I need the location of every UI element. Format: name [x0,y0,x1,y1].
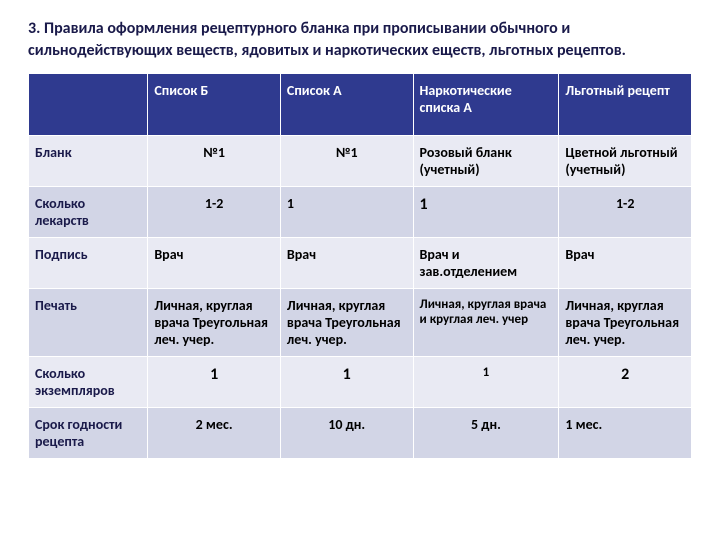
cell: №1 [148,136,281,187]
cell: Розовый бланк (учетный) [413,136,559,187]
cell: Цветной льготный (учетный) [559,136,692,187]
row-label: Подпись [29,238,148,289]
cell: 1-2 [148,187,281,238]
table-row: Подпись Врач Врач Врач и зав.отделением … [29,238,692,289]
table-row: Срок годности рецепта 2 мес. 10 дн. 5 дн… [29,408,692,459]
cell: Личная, круглая врача Треугольная леч. у… [148,289,281,357]
cell: 1 [280,187,413,238]
cell: №1 [280,136,413,187]
header-preferential: Льготный рецепт [559,74,692,136]
cell: Личная, круглая врача и круглая леч. уче… [413,289,559,357]
cell: 10 дн. [280,408,413,459]
cell: 1 [148,357,281,408]
cell: Врач [559,238,692,289]
table-row: Печать Личная, круглая врача Треугольная… [29,289,692,357]
row-label: Печать [29,289,148,357]
cell: 1 [413,187,559,238]
cell: 5 дн. [413,408,559,459]
cell: Врач [148,238,281,289]
cell: 2 мес. [148,408,281,459]
table-row: Бланк №1 №1 Розовый бланк (учетный) Цвет… [29,136,692,187]
cell: 1 мес. [559,408,692,459]
cell: 1-2 [559,187,692,238]
row-label: Сколько лекарств [29,187,148,238]
cell: 2 [559,357,692,408]
page-title: 3. Правила оформления рецептурного бланк… [28,18,692,61]
header-narcotic: Наркотические списка А [413,74,559,136]
row-label: Срок годности рецепта [29,408,148,459]
cell: Врач [280,238,413,289]
cell: 1 [413,357,559,408]
cell: Личная, круглая врача Треугольная леч. у… [280,289,413,357]
table-row: Сколько экземпляров 1 1 1 2 [29,357,692,408]
cell: Врач и зав.отделением [413,238,559,289]
prescription-table: Список Б Список А Наркотические списка А… [28,73,692,459]
header-empty [29,74,148,136]
table-header-row: Список Б Список А Наркотические списка А… [29,74,692,136]
header-list-a: Список А [280,74,413,136]
cell: Личная, круглая врача Треугольная леч. у… [559,289,692,357]
row-label: Сколько экземпляров [29,357,148,408]
header-list-b: Список Б [148,74,281,136]
cell: 1 [280,357,413,408]
table-row: Сколько лекарств 1-2 1 1 1-2 [29,187,692,238]
row-label: Бланк [29,136,148,187]
